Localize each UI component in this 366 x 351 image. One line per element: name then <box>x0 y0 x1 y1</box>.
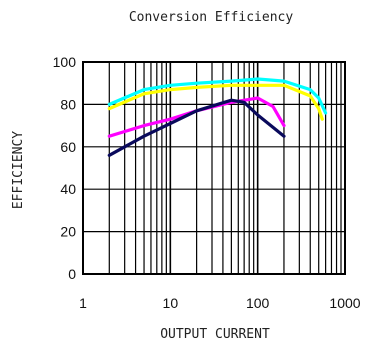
y-tick-label: 0 <box>68 266 76 282</box>
x-tick-label: 10 <box>163 295 179 311</box>
x-tick-label: 1 <box>79 295 87 311</box>
chart-title: Conversion Efficiency <box>129 10 294 25</box>
x-tick-label: 100 <box>246 295 270 311</box>
y-tick-label: 100 <box>53 54 77 70</box>
y-tick-label: 20 <box>60 224 76 240</box>
grid-lines <box>83 62 345 274</box>
series-line-2 <box>107 83 324 121</box>
y-tick-label: 60 <box>60 139 76 155</box>
plot-area-frame <box>82 61 346 275</box>
series-line-4 <box>107 98 286 157</box>
x-axis-label: OUTPUT CURRENT <box>160 327 270 342</box>
series-group <box>107 77 328 157</box>
y-axis-label: EFFICIENCY <box>11 131 26 209</box>
series-line-1 <box>107 77 328 115</box>
y-tick-label: 40 <box>60 181 76 197</box>
x-tick-label: 1000 <box>329 295 360 311</box>
y-tick-label: 80 <box>60 96 76 112</box>
tick-labels: 1 10 100 1000 0 20 40 60 80 100 <box>53 54 361 311</box>
